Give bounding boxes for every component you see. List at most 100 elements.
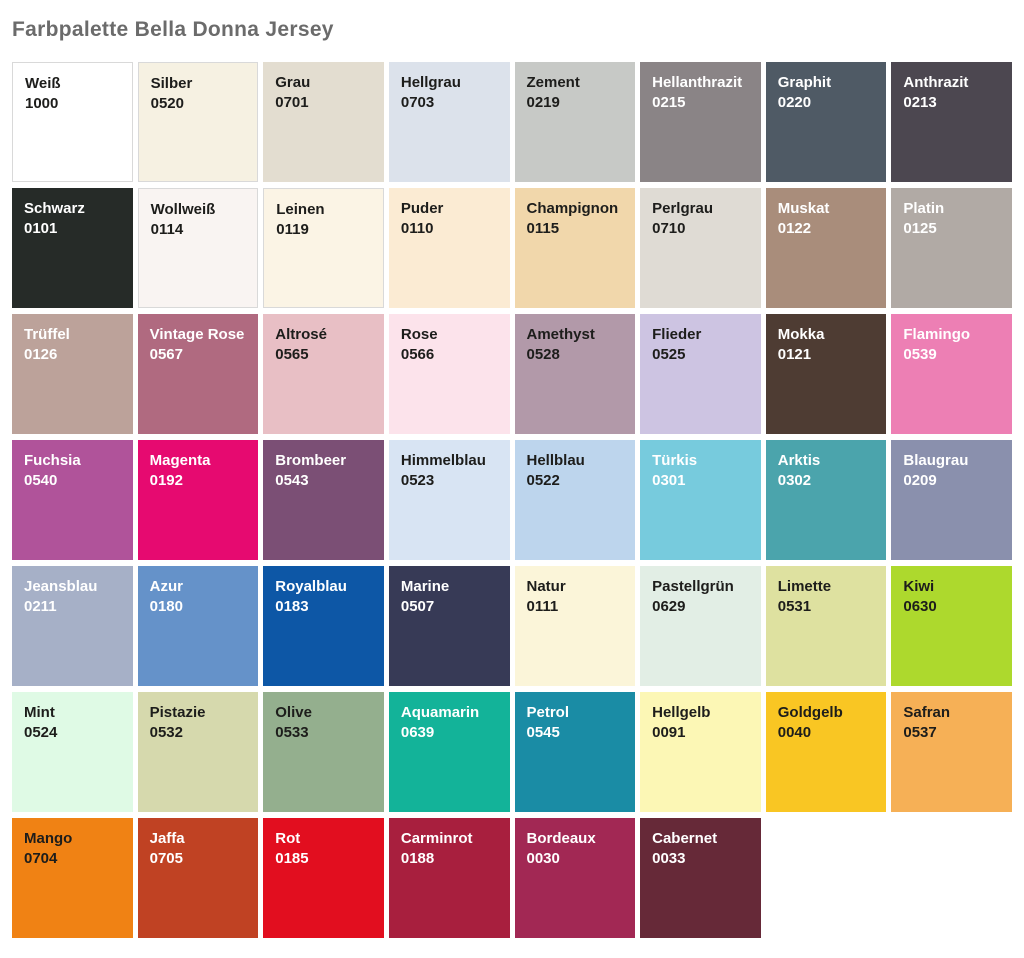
swatch-name: Jaffa [149,830,185,847]
swatch-name: Cabernet [652,830,718,847]
color-swatch-0183: Royalblau 0183 [263,566,384,686]
swatch-name: Olive [275,704,312,721]
swatch-code: 0539 [903,346,937,363]
color-swatch-0533: Olive 0533 [263,692,384,812]
swatch-name: Safran [903,704,951,721]
color-swatch-0531: Limette 0531 [765,566,887,686]
color-swatch-0630: Kiwi 0630 [891,566,1012,686]
color-swatch-1000: Weiß 1000 [12,62,133,182]
swatch-code: 0125 [903,220,937,237]
swatch-name: Royalblau [275,578,347,595]
swatch-code: 0302 [777,472,812,489]
swatch-code: 0101 [24,220,58,237]
swatch-code: 0540 [24,472,58,489]
swatch-code: 0211 [24,598,57,615]
color-swatch-0543: Brombeer 0543 [263,440,384,560]
color-swatch-0522: Hellblau 0522 [514,440,636,560]
color-swatch-0704: Mango 0704 [12,818,133,938]
color-swatch-0215: Hellanthrazit 0215 [640,62,761,182]
color-swatch-0122: Muskat 0122 [765,188,887,308]
color-swatch-0188: Carminrot 0188 [388,818,510,938]
color-swatch-0213: Anthrazit 0213 [891,62,1012,182]
swatch-code: 0215 [652,94,686,111]
swatch-code: 0507 [400,598,435,615]
color-swatch-0540: Fuchsia 0540 [12,440,133,560]
page-title: Farbpalette Bella Donna Jersey [12,18,334,41]
color-swatch-0119: Leinen 0119 [263,188,384,308]
color-swatch-0115: Champignon 0115 [514,188,636,308]
swatch-code: 0183 [275,598,309,615]
swatch-name: Mokka [777,326,825,343]
color-swatch-0114: Wollweiß 0114 [137,188,259,308]
swatch-name: Petrol [526,704,570,721]
color-swatch-0091: Hellgelb 0091 [640,692,761,812]
swatch-name: Natur [526,578,566,595]
color-swatch-0126: Trüffel 0126 [12,314,133,434]
swatch-code: 0209 [903,472,937,489]
swatch-code: 0630 [903,598,937,615]
color-swatch-0567: Vintage Rose 0567 [137,314,259,434]
color-swatch-0209: Blaugrau 0209 [891,440,1012,560]
color-swatch-0565: Altrosé 0565 [263,314,384,434]
swatch-code: 0301 [652,472,686,489]
swatch-name: Puder [400,200,444,217]
swatch-code: 0522 [526,472,560,489]
swatch-name: Flieder [652,326,702,343]
color-swatch-0301: Türkis 0301 [640,440,761,560]
swatch-code: 0524 [24,724,58,741]
swatch-name: Aquamarin [400,704,480,721]
swatch-name: Fuchsia [24,452,81,469]
swatch-name: Altrosé [275,326,327,343]
swatch-code: 0114 [150,221,184,238]
color-swatch-0539: Flamingo 0539 [891,314,1012,434]
swatch-code: 0030 [526,850,560,867]
swatch-name: Vintage Rose [149,326,245,343]
swatch-code: 0705 [149,850,183,867]
swatch-name: Silber [150,75,193,92]
swatch-name: Flamingo [903,326,971,343]
swatch-name: Hellgelb [652,704,711,721]
color-swatch-0710: Perlgrau 0710 [640,188,761,308]
color-swatch-0528: Amethyst 0528 [514,314,636,434]
swatch-code: 1000 [25,95,59,112]
swatch-name: Limette [777,578,832,595]
swatch-code: 0639 [400,724,435,741]
swatch-code: 0710 [652,220,686,237]
color-swatch-0192: Magenta 0192 [137,440,259,560]
swatch-code: 0115 [526,220,560,237]
swatch-name: Pistazie [149,704,206,721]
swatch-code: 0220 [777,94,812,111]
swatch-name: Jeansblau [24,578,98,595]
swatch-code: 0566 [400,346,435,363]
color-swatch-0030: Bordeaux 0030 [514,818,636,938]
swatch-name: Wollweiß [150,201,216,218]
swatch-code: 0701 [275,94,309,111]
color-swatch-0507: Marine 0507 [388,566,510,686]
swatch-code: 0537 [903,724,937,741]
color-swatch-0537: Safran 0537 [891,692,1012,812]
swatch-name: Amethyst [526,326,595,343]
swatch-name: Rose [400,326,438,343]
color-swatch-0566: Rose 0566 [388,314,510,434]
swatch-code: 0567 [149,346,183,363]
color-grid: Weiß 1000 Silber 0520 Grau 0701 Hellgrau 0703 Ze… [12,62,1012,938]
color-swatch-0111: Natur 0111 [514,566,636,686]
swatch-name: Brombeer [275,452,347,469]
color-swatch-0703: Hellgrau 0703 [388,62,510,182]
swatch-code: 0531 [777,598,812,615]
color-swatch-0639: Aquamarin 0639 [388,692,510,812]
swatch-code: 0528 [526,346,560,363]
swatch-code: 0192 [149,472,183,489]
swatch-code: 0121 [777,346,812,363]
swatch-code: 0219 [526,94,560,111]
color-swatch-0524: Mint 0524 [12,692,133,812]
color-swatch-0110: Puder 0110 [388,188,510,308]
swatch-name: Pastellgrün [652,578,734,595]
color-swatch-0302: Arktis 0302 [765,440,887,560]
swatch-name: Magenta [149,452,211,469]
swatch-name: Hellgrau [400,74,461,91]
swatch-name: Türkis [652,452,698,469]
swatch-name: Bordeaux [526,830,596,847]
color-swatch-0211: Jeansblau 0211 [12,566,133,686]
